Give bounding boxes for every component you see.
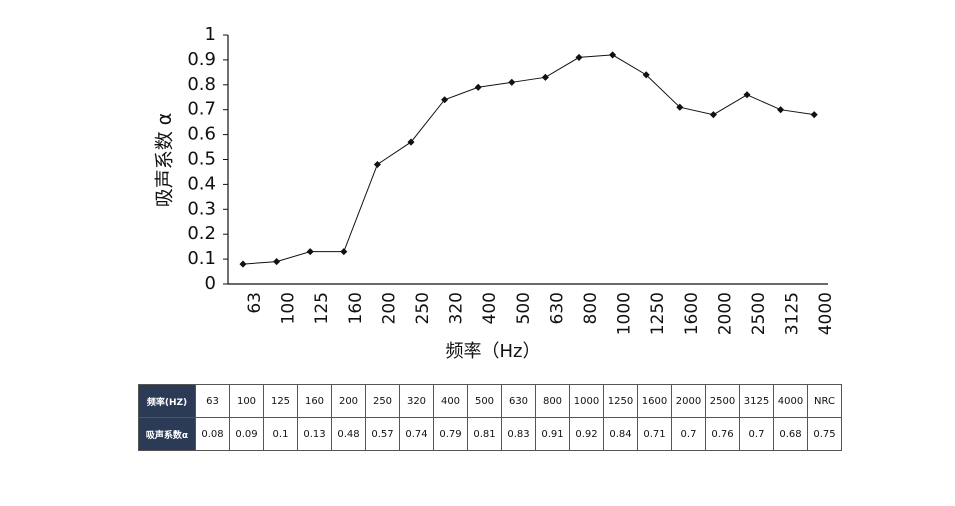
- cell: 2500: [705, 384, 740, 418]
- marker: [340, 248, 348, 256]
- y-tick-label: 0.6: [187, 124, 216, 145]
- cell: 63: [195, 384, 230, 418]
- marker: [441, 96, 449, 104]
- cell: 1000: [569, 384, 604, 418]
- y-tick-label: 0.5: [187, 149, 216, 170]
- cell: 250: [365, 384, 400, 418]
- cell: 500: [467, 384, 502, 418]
- cell: 400: [433, 384, 468, 418]
- x-tick-label: 1600: [682, 292, 702, 335]
- table-row: 频率(HZ) 63 100 125 160 200 250 320 400 500 630 800 10…: [138, 384, 842, 418]
- row-header: 吸声系数α: [138, 417, 196, 451]
- marker: [373, 160, 381, 169]
- cell: 0.76: [705, 417, 740, 451]
- cell: 0.79: [433, 417, 468, 451]
- marker: [709, 111, 717, 119]
- cell: 0.08: [195, 417, 230, 451]
- cell: 0.57: [365, 417, 400, 451]
- cell: 4000: [773, 384, 808, 418]
- x-tick-label: 100: [279, 292, 299, 324]
- x-tick-label: 320: [447, 292, 467, 324]
- chart: 吸声系数 α 频率（Hz） 0 0.1 0.2 0.3 0.4 0.5 0.6 0.7 0.8 0…: [154, 24, 837, 362]
- marker: [508, 78, 516, 86]
- cell: 320: [399, 384, 434, 418]
- marker: [474, 83, 482, 91]
- marker: [306, 248, 314, 256]
- y-tick-label: 0.4: [187, 173, 216, 194]
- marker: [273, 258, 281, 266]
- x-tick-label: 63: [245, 292, 265, 314]
- cell: 0.09: [229, 417, 264, 451]
- y-tick-label: 0.1: [187, 248, 216, 269]
- y-tick-label: 0.7: [187, 99, 216, 120]
- cell: 0.68: [773, 417, 808, 451]
- x-tick-label: 500: [514, 292, 534, 324]
- cell: 125: [263, 384, 298, 418]
- marker: [575, 53, 583, 61]
- cell: 0.48: [331, 417, 366, 451]
- x-tick-label: 630: [547, 292, 567, 324]
- cell: 1250: [603, 384, 638, 418]
- x-tick-label: 1250: [648, 292, 668, 335]
- cell: 0.84: [603, 417, 638, 451]
- marker: [239, 260, 247, 268]
- x-tick-label: 250: [413, 292, 433, 324]
- cell: 100: [229, 384, 264, 418]
- y-tick-label: 0: [205, 273, 216, 294]
- cell: 0.13: [297, 417, 332, 451]
- cell: 0.81: [467, 417, 502, 451]
- marker: [609, 51, 617, 59]
- line: [242, 54, 815, 265]
- cell: 0.92: [569, 417, 604, 451]
- cell: 630: [501, 384, 536, 418]
- cell: 1600: [637, 384, 672, 418]
- marker: [777, 106, 785, 114]
- marker: [743, 91, 751, 99]
- x-tick-label: 400: [480, 292, 500, 324]
- cell: 2000: [671, 384, 706, 418]
- cell: 200: [331, 384, 366, 418]
- marker: [541, 73, 549, 81]
- cell: 0.74: [399, 417, 434, 451]
- marker: [810, 111, 818, 119]
- x-tick-label: 800: [581, 292, 601, 324]
- y-tick-label: 1: [205, 24, 216, 45]
- y-tick-label: 0.2: [187, 223, 216, 244]
- x-tick-label: 2500: [749, 292, 769, 335]
- data-table: 频率(HZ) 63 100 125 160 200 250 320 400 500 630 800 10…: [138, 384, 842, 451]
- y-tick-label: 0.8: [187, 74, 216, 95]
- cell: 0.1: [263, 417, 298, 451]
- cell: 0.7: [739, 417, 774, 451]
- cell: 0.83: [501, 417, 536, 451]
- x-tick-label: 3125: [783, 292, 803, 335]
- y-tick-label: 0.3: [187, 198, 216, 219]
- cell: 160: [297, 384, 332, 418]
- x-axis-label: 频率（Hz）: [446, 341, 541, 362]
- cell: 3125: [739, 384, 774, 418]
- row-header: 频率(HZ): [138, 384, 196, 418]
- x-tick-label: 4000: [816, 292, 836, 335]
- cell: 0.7: [671, 417, 706, 451]
- x-tick-label: 200: [379, 292, 399, 324]
- marker: [642, 71, 650, 79]
- cell: 0.91: [535, 417, 570, 451]
- x-tick-label: 125: [312, 292, 332, 324]
- table-row: 吸声系数α 0.08 0.09 0.1 0.13 0.48 0.57 0.74 0.79 0.81…: [138, 417, 842, 451]
- x-tick-label: 2000: [715, 292, 735, 335]
- cell: 800: [535, 384, 570, 418]
- y-axis-label: 吸声系数 α: [154, 113, 176, 208]
- cell: 0.71: [637, 417, 672, 451]
- marker: [407, 138, 415, 146]
- x-tick-label: 1000: [615, 292, 635, 335]
- cell: 0.75: [807, 417, 842, 451]
- x-tick-label: 160: [346, 292, 366, 324]
- y-tick-label: 0.9: [187, 49, 216, 70]
- marker: [676, 103, 684, 111]
- cell: NRC: [807, 384, 842, 418]
